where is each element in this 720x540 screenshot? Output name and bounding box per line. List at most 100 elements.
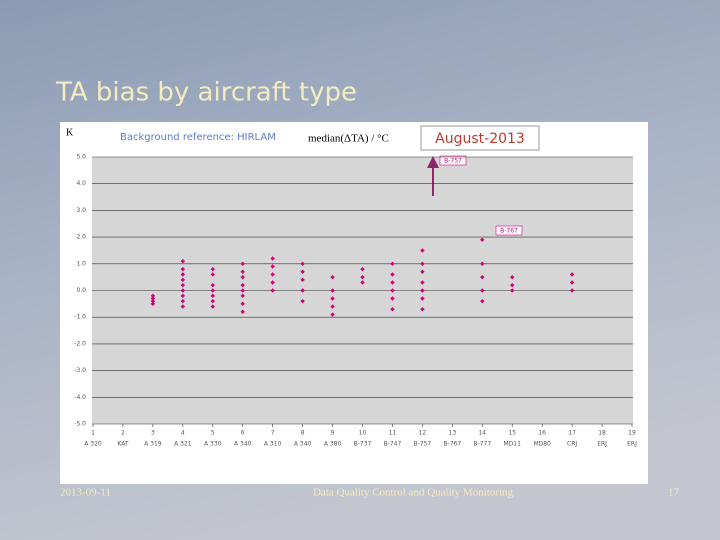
point [150,293,156,299]
point [569,272,575,277]
point [270,272,275,277]
point [180,258,186,264]
point [150,301,156,307]
point [150,296,156,301]
point [390,288,395,293]
point [390,306,395,312]
point [510,282,515,288]
point [390,272,395,277]
point [240,274,245,280]
point [240,282,245,288]
point [420,280,425,285]
chart-subtitle: Background reference: HIRLAM [120,132,276,143]
point [390,296,395,301]
x-tick-label: 5 [211,430,215,437]
x-tick-label: 1 [91,430,95,437]
y-tick-label: -5.0 [74,421,86,428]
point [240,269,245,275]
point [360,280,365,285]
title-box [420,125,540,151]
point [180,293,186,299]
point [420,296,425,301]
point [240,293,245,299]
x-type-label: B-757 [414,441,432,448]
point [420,248,425,253]
point [480,274,485,280]
point [569,280,575,285]
x-type-label: MD11 [504,441,522,448]
point [180,282,186,288]
point [480,288,485,293]
annotation: B-757 [444,158,462,165]
point [240,261,245,266]
x-type-label: A 380 [324,441,342,448]
point [180,266,186,272]
point [210,282,215,288]
point [300,298,305,304]
point [210,298,215,304]
x-type-label: ERJ [627,441,637,448]
point [210,293,215,299]
point [180,298,186,304]
point [330,296,335,301]
x-tick-label: 16 [538,430,546,437]
y-tick-label: -1.0 [74,314,86,321]
point [420,288,425,293]
point [300,261,305,266]
point [360,266,365,272]
y-label: median(ΔTA) / °C [308,133,389,145]
x-tick-label: 10 [359,430,367,437]
x-tick-label: 4 [181,430,185,437]
point [210,266,215,272]
chart-title: August-2013 [435,131,525,147]
point [569,288,575,293]
point [480,298,485,304]
page-number: 17 [668,487,680,499]
annotation-box [495,225,523,236]
x-type-label: A 320 [84,441,102,448]
point [150,298,156,304]
x-tick-label: 8 [301,430,305,437]
point [270,256,275,261]
point [210,288,215,293]
x-type-label: B-747 [384,441,402,448]
point [270,280,275,285]
point [510,288,515,293]
y-tick-label: 0.0 [76,287,86,294]
y-tick-label: 2.0 [76,234,86,241]
x-tick-label: 14 [478,430,486,437]
x-type-label: ERJ [597,441,607,448]
point [510,274,515,280]
point [480,261,485,266]
point [300,277,305,283]
x-type-label: A 310 [264,441,282,448]
point [390,280,395,285]
x-type-label: A 330 [204,441,222,448]
y-tick-label: 5.0 [76,154,86,161]
point [240,301,245,307]
x-type-label: KAT [117,441,128,448]
point [330,274,335,280]
point [330,312,335,317]
x-type-label: A 340 [234,441,252,448]
point [180,288,186,293]
x-tick-label: 12 [419,430,427,437]
x-tick-label: 2 [121,430,125,437]
point [240,288,245,293]
point [240,309,245,315]
x-type-label: A 321 [174,441,192,448]
point [480,237,485,242]
x-type-label: A 319 [144,441,162,448]
point [420,269,425,275]
footer: Data Quality Control and Quality Monitor… [313,487,514,499]
annotation-box [439,155,467,166]
point [420,306,425,312]
x-tick-label: 9 [331,430,335,437]
annotation: B-767 [500,228,518,235]
x-tick-label: 19 [628,430,636,437]
point [330,304,335,309]
y-tick-label: 4.0 [76,180,86,187]
point [300,269,305,275]
